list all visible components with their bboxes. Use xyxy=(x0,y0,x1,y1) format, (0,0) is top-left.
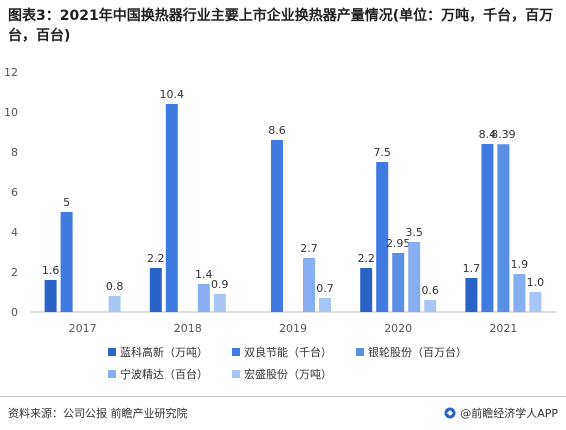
bar xyxy=(197,284,210,312)
data-label: 2.95 xyxy=(386,237,411,250)
data-label: 8.39 xyxy=(491,128,516,141)
y-tick-label: 6 xyxy=(11,186,18,199)
data-label: 10.4 xyxy=(160,88,185,101)
bar xyxy=(44,280,57,312)
x-tick-label: 2019 xyxy=(279,322,307,335)
legend-label: 银轮股份（百万台） xyxy=(368,345,467,359)
data-label: 0.9 xyxy=(211,278,229,291)
data-label: 2.7 xyxy=(300,242,318,255)
brand-label: @前瞻经济学人APP xyxy=(460,407,558,420)
data-label: 7.5 xyxy=(373,146,391,159)
data-label: 0.7 xyxy=(316,282,334,295)
x-tick-label: 2020 xyxy=(384,322,412,335)
bar xyxy=(360,268,373,312)
chart-title: 图表3：2021年中国换热器行业主要上市企业换热器产量情况(单位：万吨，千台，百… xyxy=(8,8,554,44)
source-note: 资料来源：公司公报 前瞻产业研究院 xyxy=(8,407,188,420)
bar xyxy=(149,268,162,312)
data-label: 0.6 xyxy=(421,284,439,297)
data-label: 0.8 xyxy=(106,280,124,293)
bar xyxy=(529,292,542,312)
bar xyxy=(465,278,478,312)
bar xyxy=(513,274,526,312)
legend-swatch xyxy=(108,370,116,378)
legend-swatch xyxy=(232,348,240,356)
data-label: 1.4 xyxy=(195,268,213,281)
brand: @前瞻经济学人APP xyxy=(444,405,558,421)
bar xyxy=(376,162,389,312)
legend-label: 蓝科高新（万吨） xyxy=(120,345,208,359)
y-tick-label: 10 xyxy=(4,106,18,119)
y-tick-label: 4 xyxy=(11,226,18,239)
legend-label: 宏盛股份（万吨） xyxy=(244,367,332,381)
legend-label: 双良节能（千台） xyxy=(244,345,332,359)
bar xyxy=(60,212,73,312)
data-label: 1.6 xyxy=(42,264,60,277)
bar xyxy=(481,144,494,312)
data-label: 2.2 xyxy=(357,252,375,265)
data-label: 8.4 xyxy=(479,128,497,141)
x-tick-label: 2018 xyxy=(174,322,202,335)
data-label: 2.2 xyxy=(147,252,165,265)
x-tick-label: 2021 xyxy=(489,322,517,335)
x-tick-label: 2017 xyxy=(69,322,97,335)
data-label: 1.7 xyxy=(463,262,481,275)
data-label: 1.0 xyxy=(527,276,545,289)
bar xyxy=(392,253,405,312)
y-tick-label: 2 xyxy=(11,266,18,279)
bar xyxy=(271,140,283,312)
y-tick-label: 8 xyxy=(11,146,18,159)
qianzhan-logo-icon xyxy=(444,407,456,419)
footer: 资料来源：公司公报 前瞻产业研究院 @前瞻经济学人APP xyxy=(0,396,566,430)
y-tick-label: 0 xyxy=(11,306,18,319)
y-tick-label: 12 xyxy=(4,66,18,79)
legend-swatch xyxy=(108,348,116,356)
bar xyxy=(213,294,226,312)
legend-swatch xyxy=(232,370,240,378)
bar xyxy=(424,300,437,312)
data-label: 1.9 xyxy=(511,258,529,271)
data-label: 5 xyxy=(63,196,70,209)
bar xyxy=(497,144,510,312)
bar xyxy=(408,242,421,312)
data-label: 8.6 xyxy=(268,124,286,137)
bar xyxy=(165,104,178,312)
legend-swatch xyxy=(356,348,364,356)
bar-chart: 0 2 4 6 8 10 12 2017 1.6 5 0.8 2018 2.2 10.4 1.40.9 201… xyxy=(4,66,556,381)
bar xyxy=(108,296,121,312)
data-label: 3.5 xyxy=(405,226,423,239)
legend-label: 宁波精达（百台） xyxy=(120,367,208,381)
bar xyxy=(303,258,315,312)
bar xyxy=(319,298,331,312)
